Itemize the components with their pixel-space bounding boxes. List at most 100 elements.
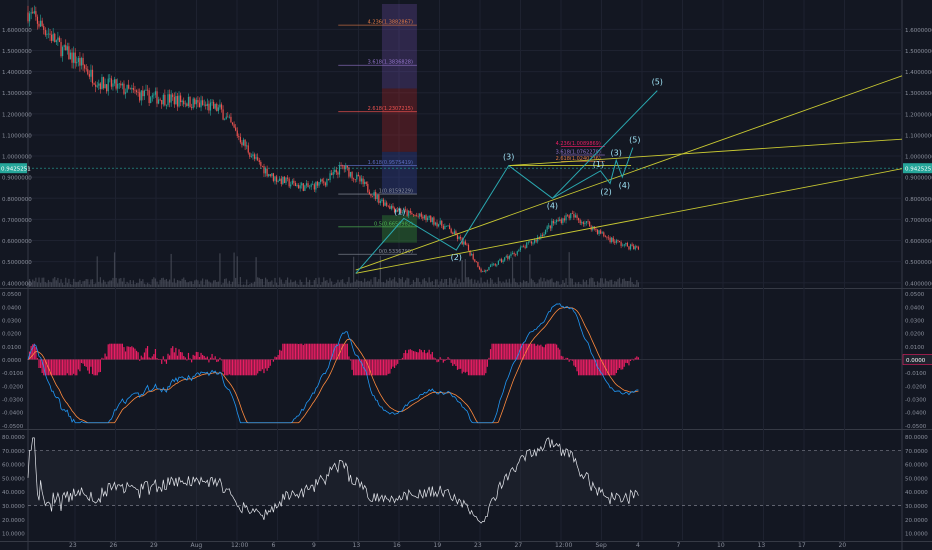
- macd-histogram-bar: [433, 357, 435, 360]
- candle-body: [467, 244, 470, 251]
- volume-bar: [636, 279, 638, 287]
- macd-histogram-bar: [417, 352, 419, 360]
- volume-bar: [55, 280, 57, 287]
- volume-bar: [285, 279, 287, 287]
- macd-histogram-bar: [573, 359, 575, 366]
- candle-body: [231, 122, 234, 125]
- macd-histogram-bar: [66, 359, 68, 374]
- macd-signal-line: [27, 306, 639, 424]
- volume-bar: [371, 284, 374, 287]
- volume-bar: [526, 280, 528, 287]
- macd-histogram-bar: [633, 359, 635, 361]
- macd-histogram-bar: [242, 359, 245, 376]
- candle-body: [505, 256, 507, 258]
- macd-histogram-bar: [565, 357, 567, 360]
- volume-bar: [511, 257, 514, 287]
- volume-bar: [272, 284, 275, 287]
- time-tick-label: 9: [312, 542, 316, 549]
- candle-body: [294, 182, 297, 187]
- volume-bar: [77, 281, 79, 287]
- macd-histogram-bar: [463, 359, 465, 372]
- volume-bar: [131, 283, 133, 287]
- macd-histogram-bar: [529, 343, 531, 360]
- volume-bar: [342, 279, 344, 287]
- macd-histogram-bar: [55, 359, 57, 376]
- macd-tick-label-left: 0.0100: [2, 345, 22, 351]
- candle-body: [494, 263, 496, 266]
- candle-body: [145, 89, 147, 91]
- volume-bar: [356, 279, 358, 287]
- macd-histogram-bar: [91, 359, 94, 375]
- price-pane[interactable]: 4.236(1.3882867) 3.618(1.3836828) 2.618(1.…: [27, 4, 903, 287]
- elliott-wave-sub: [552, 147, 634, 199]
- macd-histogram-bar: [104, 353, 106, 360]
- candle-body: [332, 171, 334, 175]
- macd-histogram-bar: [154, 349, 157, 360]
- macd-histogram-bar: [264, 359, 267, 369]
- volume-bar: [532, 280, 534, 287]
- macd-histogram-bar: [618, 359, 621, 369]
- candle-body: [129, 88, 131, 90]
- candle-body: [626, 243, 628, 247]
- macd-histogram-bar: [464, 359, 466, 373]
- volume-bar: [401, 277, 404, 287]
- volume-bar: [505, 279, 507, 287]
- volume-bar: [80, 283, 83, 287]
- macd-histogram-bar: [636, 356, 638, 360]
- macd-histogram-bar: [239, 359, 241, 376]
- wave-label: (5): [629, 136, 640, 145]
- macd-histogram-bar: [587, 359, 589, 376]
- macd-histogram-bar: [585, 359, 588, 376]
- candle-body: [342, 165, 344, 167]
- volume-bar: [516, 282, 518, 287]
- candle-body: [491, 264, 493, 266]
- macd-histogram-bar: [80, 359, 83, 364]
- macd-histogram-bar: [168, 355, 171, 360]
- volume-bar: [47, 279, 50, 287]
- macd-histogram-bar: [480, 359, 482, 376]
- candle-body: [351, 172, 353, 179]
- candle-body: [502, 260, 504, 263]
- volume-bar: [349, 283, 352, 287]
- candle-body: [551, 220, 553, 229]
- volume-bar: [208, 281, 210, 287]
- volume-bar: [582, 279, 584, 287]
- rsi-pane[interactable]: [27, 437, 902, 524]
- volume-bar: [482, 283, 484, 287]
- macd-histogram-bar: [419, 349, 421, 360]
- volume-bar: [587, 284, 589, 287]
- macd-histogram-bar: [99, 359, 101, 372]
- macd-histogram-bar: [544, 344, 547, 360]
- macd-pane[interactable]: [27, 303, 640, 424]
- candle-body: [345, 165, 347, 170]
- volume-bar: [411, 283, 413, 287]
- volume-bar: [235, 277, 237, 287]
- macd-histogram-bar: [146, 346, 149, 360]
- volume-bar: [612, 284, 614, 287]
- volume-bar: [507, 282, 509, 287]
- macd-histogram-bar: [345, 343, 347, 360]
- candle-body: [253, 154, 256, 159]
- macd-histogram-bar: [197, 352, 199, 360]
- price-tick-label-left: 0.7000000: [2, 218, 32, 224]
- candle-body: [526, 242, 528, 248]
- candle-body: [579, 220, 581, 224]
- candle-body: [508, 255, 510, 259]
- wave-label: (3): [503, 153, 514, 162]
- candle-body: [439, 220, 441, 225]
- volume-bar: [607, 281, 610, 287]
- rsi-tick-label-left: 60.0000: [2, 463, 25, 469]
- macd-histogram-bar: [420, 350, 422, 360]
- macd-histogram-bar: [252, 359, 254, 376]
- candle-body: [62, 47, 64, 57]
- candle-body: [312, 184, 314, 185]
- time-tick-label: 12:00: [555, 542, 572, 549]
- volume-bar: [474, 279, 476, 287]
- candle-body: [604, 236, 606, 237]
- volume-bar: [357, 280, 359, 287]
- volume-bar: [102, 279, 105, 287]
- macd-histogram-bar: [228, 359, 230, 375]
- time-tick-label: 10: [717, 542, 725, 549]
- candle-body: [617, 240, 619, 241]
